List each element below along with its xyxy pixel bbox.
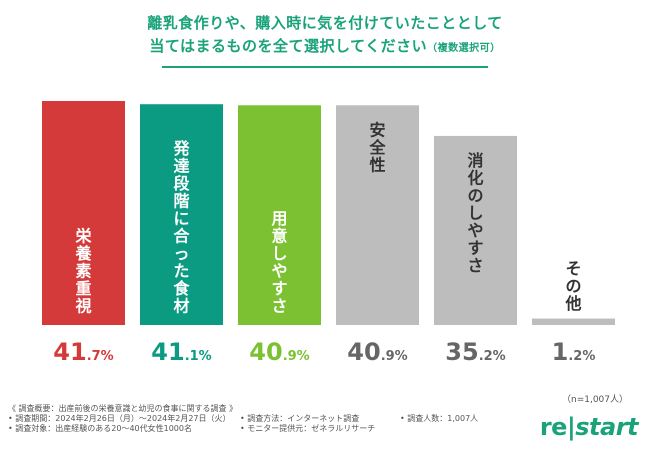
logo-re: re [539,413,568,441]
category-label-char: し [467,203,483,222]
footer-period: • 調査期間：2024年2月26日（月）～2024年2月27日（火） [8,414,231,423]
category-label-char: そ [565,259,581,278]
category-label-char: 全 [368,138,386,157]
footer-heading: 《 調査概要：出産前後の栄養意識と幼児の食事に関する調査 》 [8,404,238,413]
category-label-char: 他 [564,294,581,313]
category-label-char: 視 [74,297,91,316]
category-label-char: の [565,277,581,296]
category-label-char: に [173,209,189,228]
category-label-char: っ [173,244,189,263]
footer-count: • 調査人数：1,007人 [400,414,479,423]
category-label-char: 食 [172,279,190,298]
footer-target: • 調査対象：出産経験のある20～40代女性1000名 [8,424,192,433]
footer-row-1: 《 調査概要：出産前後の栄養意識と幼児の食事に関する調査 》 [8,404,528,414]
value-label-3: 40.9% [249,338,309,366]
category-label-char: 化 [467,168,483,187]
bar-4 [336,105,419,325]
bar-6 [532,318,615,325]
category-label-char: 用 [271,209,287,228]
logo-divider: | [566,413,576,441]
category-label-char: 素 [75,262,91,281]
value-label-1: 41.7% [53,338,113,366]
sample-size-note: （n=1,007人） [561,395,628,405]
bar-5 [434,135,517,325]
category-label-char: 材 [173,297,189,316]
category-label-char: 段 [173,174,190,193]
category-label-char: 消 [467,151,483,170]
category-label-char: す [467,238,483,257]
bar-1 [42,101,125,325]
footer-row-2: • 調査期間：2024年2月26日（月）～2024年2月27日（火） • 調査方… [8,414,528,424]
category-label-char: 階 [173,192,189,211]
category-label-6: その他 [564,259,581,313]
bar-chart: 栄養素重視41.7%発達段階に合った食材41.1%用意しやすさ40.9%安全性4… [42,101,615,366]
category-label-char: す [271,279,287,298]
category-label-char: 達 [173,157,189,176]
category-label-char: 安 [369,120,385,139]
category-label-char: 養 [74,244,91,263]
title-line-1: 離乳食作りや、購入時に気を付けていたこととして [147,14,503,32]
value-label-5: 35.2% [445,338,505,366]
title-underline [162,66,488,68]
category-label-char: さ [271,297,287,316]
title-note: （複数選択可） [427,43,501,54]
survey-footer: 《 調査概要：出産前後の栄養意識と幼児の食事に関する調査 》 • 調査期間：20… [8,404,528,434]
bar-2 [140,104,223,325]
logo-start: start [575,413,638,441]
category-label-char: し [271,244,287,263]
title-line-2-main: 当てはまるものを全て選択してください [149,37,428,55]
value-label-4: 40.9% [347,338,407,366]
footer-row-3: • 調査対象：出産経験のある20～40代女性1000名 • モニター提供元：ゼネ… [8,424,528,434]
value-label-6: 1.2% [552,338,596,366]
title-line-2: 当てはまるものを全て選択してください（複数選択可） [0,35,650,60]
value-label-2: 41.1% [151,338,211,366]
category-label-char: の [467,186,483,205]
category-label-char: や [467,221,483,240]
restart-logo: re|start [539,413,639,441]
category-label-char: や [271,262,287,281]
category-label-char: 性 [369,155,385,174]
category-label-4: 安全性 [368,120,386,174]
category-label-char: 発 [172,139,190,158]
category-label-char: 意 [271,227,287,246]
category-label-char: さ [467,256,483,275]
category-label-char: た [173,262,189,281]
category-label-char: 合 [173,227,190,246]
category-label-char: 重 [75,279,91,298]
category-label-char: 栄 [74,227,92,246]
bar-3 [238,105,321,325]
footer-method: • 調査方法：インターネット調査 [240,414,360,423]
chart-title: 離乳食作りや、購入時に気を付けていたこととして 当てはまるものを全て選択してくだ… [0,12,650,60]
footer-provider: • モニター提供元：ゼネラルリサーチ [240,424,376,433]
